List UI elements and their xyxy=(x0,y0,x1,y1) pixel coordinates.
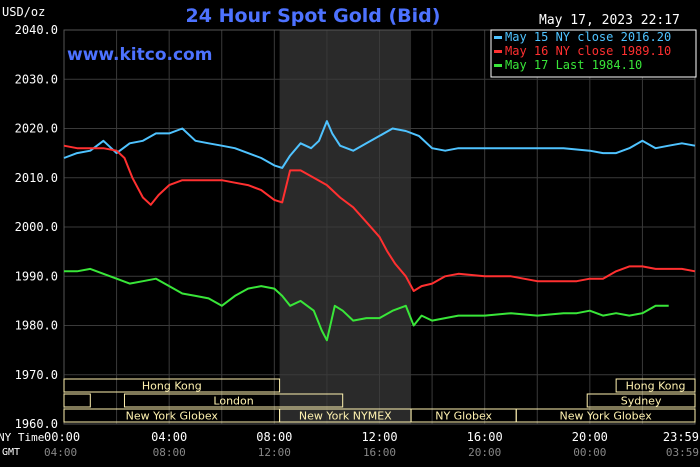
y-axis-ticks: 1960.0 1970.0 1980.0 1990.0 2000.0 2010.0 2020… xyxy=(15,23,58,431)
x-tick-gmt: 03:59 xyxy=(666,446,699,459)
x-tick-ny: 12:00 xyxy=(361,430,397,444)
x-tick-gmt: 08:00 xyxy=(153,446,186,459)
ny-time-label: NY Time xyxy=(0,431,44,444)
legend: May 15 NY close 2016.20 May 16 NY close … xyxy=(490,29,697,78)
chart-title: 24 Hour Spot Gold (Bid) xyxy=(186,5,441,27)
legend-swatch-2 xyxy=(494,50,502,53)
y-tick-label: 2030.0 xyxy=(15,72,58,86)
price-series xyxy=(63,120,696,342)
market-label-row3-4: New York Globex xyxy=(559,410,652,423)
market-band-row1-2 xyxy=(615,378,696,393)
x-tick-ny: 16:00 xyxy=(467,430,503,444)
x-tick-gmt: 00:00 xyxy=(573,446,606,459)
market-session-bands: Hong Kong Hong Kong London Sydney New York G… xyxy=(63,378,696,423)
gmt-label: GMT xyxy=(2,447,20,458)
x-tick-gmt: 20:00 xyxy=(468,446,501,459)
market-label-row2-3: Sydney xyxy=(621,395,662,408)
y-tick-label: 1970.0 xyxy=(15,368,58,382)
series-line-1 xyxy=(63,120,696,169)
y-tick-label: 1980.0 xyxy=(15,319,58,333)
legend-swatch-3 xyxy=(494,64,502,67)
y-tick-label: 2040.0 xyxy=(15,23,58,37)
series-line-2 xyxy=(63,144,696,292)
x-tick-ny: 00:00 xyxy=(44,430,80,444)
market-label-row2-2: London xyxy=(213,395,253,408)
market-label-row1-2: Hong Kong xyxy=(626,380,686,393)
market-band-row3-4 xyxy=(515,408,696,423)
market-label-row3-1: New York Globex xyxy=(126,410,219,423)
plot-frame xyxy=(63,29,696,425)
legend-entry-2: May 16 NY close 1989.10 xyxy=(505,44,671,58)
x-tick-ny: 08:00 xyxy=(256,430,292,444)
market-label-row3-3: NY Globex xyxy=(435,410,492,423)
legend-box xyxy=(490,29,697,78)
legend-entry-1: May 15 NY close 2016.20 xyxy=(505,30,671,44)
market-band-row2-2 xyxy=(123,393,344,408)
x-tick-ny: 23:59 xyxy=(663,430,699,444)
x-tick-gmt: 16:00 xyxy=(363,446,396,459)
grid-lines xyxy=(63,29,696,425)
y-tick-label: 2010.0 xyxy=(15,171,58,185)
x-tick-gmt: 12:00 xyxy=(258,446,291,459)
market-band-row1-1 xyxy=(63,378,281,393)
y-tick-label: 1990.0 xyxy=(15,269,58,283)
y-tick-label: 2000.0 xyxy=(15,220,58,234)
y-axis-units: USD/oz xyxy=(2,5,45,19)
market-label-row3-2: New York NYMEX xyxy=(299,410,392,423)
y-tick-label: 2020.0 xyxy=(15,122,58,136)
x-tick-ny: 20:00 xyxy=(572,430,608,444)
x-tick-gmt: 04:00 xyxy=(44,446,77,459)
y-tick-label: 1960.0 xyxy=(15,417,58,431)
series-line-3 xyxy=(64,267,669,342)
x-tick-ny: 04:00 xyxy=(151,430,187,444)
x-axis-ticks: 00:00 04:00 04:00 08:00 08:00 12:00 12:00 16:00… xyxy=(44,430,699,459)
market-band-row2-1 xyxy=(63,393,91,408)
chart-timestamp: May 17, 2023 22:17 xyxy=(539,13,680,28)
kitco-site-label: www.kitco.com xyxy=(67,45,212,65)
legend-entry-3: May 17 Last 1984.10 xyxy=(505,58,642,72)
market-label-row1-1: Hong Kong xyxy=(142,380,202,393)
market-band-row2-3 xyxy=(586,393,696,408)
legend-swatch-1 xyxy=(494,36,502,39)
